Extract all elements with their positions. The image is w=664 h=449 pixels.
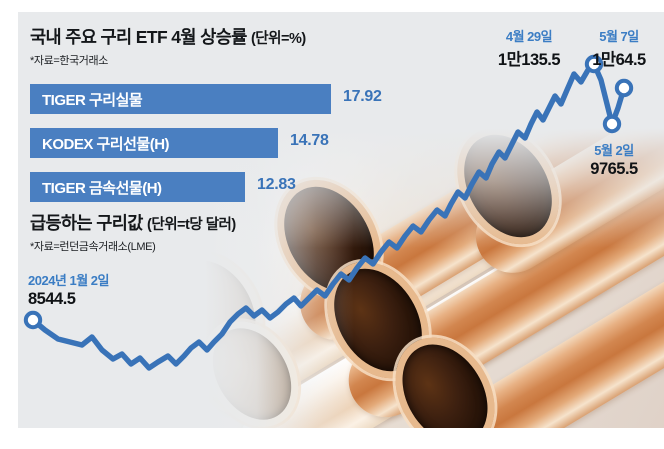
bar-chart-source: *자료=한국거래소 <box>30 55 108 67</box>
photo-top-fade <box>204 128 664 248</box>
annotation-peak: 4월 29일 1만135.5 <box>474 26 584 70</box>
copper-price-line-chart <box>23 54 634 371</box>
annotation-end-value: 1만64.5 <box>592 51 646 69</box>
bar-label: KODEX 구리선물(H) <box>42 135 170 153</box>
annotation-start: 2024년 1월 2일 8544.5 <box>28 270 109 309</box>
annotation-dip: 5월 2일 9765.5 <box>566 140 662 179</box>
infographic-panel: 국내 주요 구리 ETF 4월 상승률 (단위=%) *자료=한국거래소 TIG… <box>18 12 664 428</box>
bar-chart-title-unit: (단위=%) <box>250 31 306 47</box>
bar-tiger-metal-futures: TIGER 금속선물(H) <box>30 172 245 202</box>
bar-value: 12.83 <box>257 176 296 193</box>
marker-start <box>23 310 43 330</box>
annotation-peak-value: 1만135.5 <box>497 51 561 69</box>
line-chart-header: 급등하는 구리값 (단위=t당 달러) *자료=런던금속거래소(LME) <box>30 210 236 254</box>
annotation-start-date: 2024년 1월 2일 <box>28 273 109 288</box>
marker-peak <box>584 54 604 74</box>
line-chart-source: *자료=런던금속거래소(LME) <box>30 241 156 253</box>
bar-tiger-copper-physical: TIGER 구리실물 <box>30 84 331 114</box>
line-chart-title: 급등하는 구리값 (단위=t당 달러) <box>30 210 236 235</box>
annotation-end: 5월 7일 1만64.5 <box>574 26 664 70</box>
marker-end <box>614 78 634 98</box>
annotation-end-date: 5월 7일 <box>599 29 639 44</box>
copper-pipes-photo <box>204 128 664 428</box>
bar-label: TIGER 금속선물(H) <box>42 179 162 197</box>
price-line <box>30 61 627 371</box>
bar-kodex-copper-futures: KODEX 구리선물(H) <box>30 128 278 158</box>
annotation-start-value: 8544.5 <box>28 290 76 308</box>
bar-chart-header: 국내 주요 구리 ETF 4월 상승률 (단위=%) *자료=한국거래소 <box>30 24 306 68</box>
annotation-peak-date: 4월 29일 <box>505 29 553 44</box>
annotation-dip-date: 5월 2일 <box>594 143 634 158</box>
bar-value: 14.78 <box>290 132 329 149</box>
bar-value: 17.92 <box>343 88 382 105</box>
bar-chart-title-main: 국내 주요 구리 ETF 4월 상승률 <box>30 27 247 47</box>
line-chart-title-unit: (단위=t당 달러) <box>147 217 236 233</box>
bar-chart-title: 국내 주요 구리 ETF 4월 상승률 (단위=%) <box>30 24 306 49</box>
annotation-dip-value: 9765.5 <box>590 160 638 178</box>
bar-label: TIGER 구리실물 <box>42 91 143 109</box>
marker-dip <box>602 114 622 134</box>
line-chart-title-main: 급등하는 구리값 <box>30 213 143 233</box>
